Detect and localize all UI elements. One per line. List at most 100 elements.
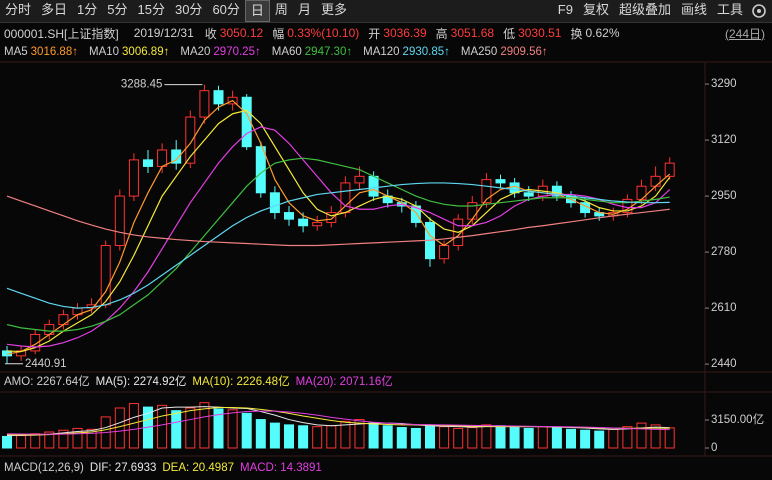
ma-value: 2930.85↑ xyxy=(402,46,450,58)
candle-body xyxy=(185,116,196,164)
tool-buttons: F9 复权 超级叠加 画线 工具 xyxy=(553,0,748,20)
tool-button[interactable]: 画线 xyxy=(680,2,707,17)
volume-bar xyxy=(2,435,12,449)
macd-item: MACD: 14.3891 xyxy=(240,462,322,474)
candle-body xyxy=(241,96,252,148)
candle-body xyxy=(312,221,323,227)
candle-body xyxy=(157,149,168,167)
y-tick-label: 2610 xyxy=(711,302,737,314)
volume-bar xyxy=(396,427,407,449)
volume-bar xyxy=(650,424,661,449)
volume-bar xyxy=(269,422,280,449)
candle-body xyxy=(128,159,139,197)
volume-bar xyxy=(439,426,450,449)
volume-bar xyxy=(157,404,168,449)
ma-name: MA5 xyxy=(4,46,28,58)
settings-icon[interactable] xyxy=(750,2,768,20)
y-tick-label: 3150.00亿 xyxy=(711,413,764,426)
volume-bar xyxy=(523,427,534,449)
volume-bar xyxy=(213,408,224,449)
ma-name: MA20 xyxy=(180,46,211,58)
volume-bar xyxy=(58,429,69,449)
tab[interactable]: 30分 xyxy=(174,2,203,17)
legend-item: MA(20): 2071.16亿 xyxy=(296,375,393,388)
tab[interactable]: 5分 xyxy=(107,2,128,17)
volume-bar xyxy=(566,428,576,449)
tab[interactable]: 15分 xyxy=(137,2,165,17)
ma-line xyxy=(6,195,670,247)
ma-value: 3016.88↑ xyxy=(30,46,78,58)
tool-button[interactable]: 复权 xyxy=(582,2,609,17)
value: 3030.51 xyxy=(518,26,562,40)
candle-body xyxy=(213,90,224,105)
volume-bar xyxy=(495,425,506,449)
value: 3036.39 xyxy=(383,26,427,40)
candle-body xyxy=(30,333,41,352)
label: 幅 xyxy=(272,26,285,41)
candle-body xyxy=(636,185,647,200)
ma-legend: MA5 3016.88↑ MA10 3006.89↑ MA20 2970.25↑ MA60 2… xyxy=(0,43,772,61)
tab[interactable]: 多日 xyxy=(41,2,68,17)
volume-bar xyxy=(72,427,83,449)
volume-bar xyxy=(551,427,562,449)
tool-button[interactable]: F9 xyxy=(557,2,573,17)
candle-body xyxy=(368,175,379,197)
label: 低 xyxy=(503,26,516,41)
volume-bar xyxy=(114,407,125,449)
y-tick-label: 2780 xyxy=(711,246,737,258)
tab[interactable]: 更多 xyxy=(320,2,347,17)
volume-bar xyxy=(199,402,210,449)
candle-body xyxy=(326,212,337,223)
volume-bar xyxy=(340,420,351,449)
period-button[interactable]: (244日) xyxy=(724,26,765,41)
volume-ma-line xyxy=(6,410,670,435)
value: 0.62% xyxy=(585,26,620,40)
volume-bar xyxy=(16,435,27,449)
tab[interactable]: 1分 xyxy=(77,2,98,17)
volume-bar xyxy=(298,425,309,449)
candle-body xyxy=(481,179,492,204)
ma-value: 2947.30↑ xyxy=(304,46,353,58)
tab[interactable]: 日 xyxy=(244,0,270,22)
tool-button[interactable]: 超级叠加 xyxy=(618,2,671,17)
label: 换 xyxy=(570,26,583,41)
volume-bar xyxy=(128,403,139,449)
candle-body xyxy=(354,175,365,184)
volume-bar xyxy=(30,433,41,449)
legend-item: AMO: 2267.64亿 xyxy=(4,375,90,388)
candle-body xyxy=(284,212,294,220)
ma-line xyxy=(6,182,670,309)
tab[interactable]: 分时 xyxy=(5,2,32,17)
candle-body xyxy=(495,179,506,184)
candle-body xyxy=(269,192,280,214)
volume-bar xyxy=(227,409,238,449)
tab[interactable]: 60分 xyxy=(212,2,240,17)
volume-bar xyxy=(425,424,435,449)
volume-bar xyxy=(382,425,393,449)
toolbar: 分时 多日 1分 5分 15分 30分 60分日周月更多 F9 复权 超级叠加 画线 工具 xyxy=(0,0,772,23)
volume-bar xyxy=(44,431,55,449)
ma-name: MA120 xyxy=(363,46,400,58)
candle-body xyxy=(650,175,661,187)
candle-body xyxy=(255,146,266,194)
ma-value: 2909.56↑ xyxy=(500,46,548,58)
ma-name: MA10 xyxy=(88,46,120,58)
ma-line xyxy=(6,157,670,332)
macd-item: DIF: 27.6933 xyxy=(90,462,156,474)
y-tick-label: 2950 xyxy=(711,190,737,202)
candle-body xyxy=(439,245,450,260)
tab[interactable]: 月 xyxy=(297,2,311,17)
volume-bar xyxy=(354,419,365,449)
tab[interactable]: 周 xyxy=(274,2,288,17)
y-tick-label: 3120 xyxy=(711,134,737,146)
candle-body xyxy=(143,159,153,167)
max-label: 3288.45 xyxy=(121,79,163,91)
code: 000001.SH[上证指数] xyxy=(4,26,119,41)
volume-bar xyxy=(241,412,252,449)
candle-body xyxy=(664,162,675,177)
ma-name: MA250 xyxy=(460,46,498,58)
tool-button[interactable]: 工具 xyxy=(716,2,743,17)
period-tabs: 分时 多日 1分 5分 15分 30分 60分日周月更多 xyxy=(0,0,352,22)
